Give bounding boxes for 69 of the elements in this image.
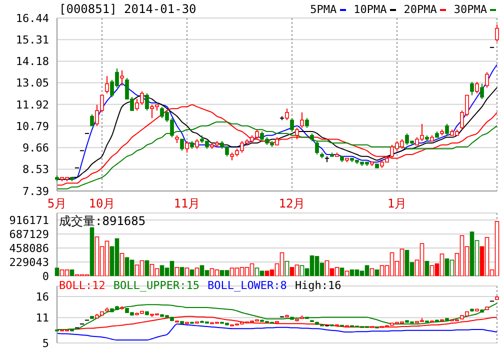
bar [144, 260, 150, 276]
candlestick [185, 140, 189, 154]
bar [180, 267, 184, 276]
y-tick-label: 458086 [9, 242, 49, 255]
annotation: High:16 [294, 279, 342, 292]
y-tick-label: 8.53 [22, 163, 49, 176]
legend-label: 20PMA [404, 3, 437, 16]
y-tick-label: 11 [36, 312, 49, 325]
candlestick [300, 112, 304, 128]
y-tick-label: 16 [36, 290, 49, 304]
bar [370, 268, 374, 276]
bar [190, 269, 194, 276]
bar [344, 270, 350, 276]
candlestick [285, 108, 289, 121]
line-series [56, 87, 498, 180]
y-tick-label: 16.44 [16, 12, 50, 25]
legend-label: 30PMA [454, 3, 487, 16]
bar [184, 268, 190, 276]
line-series [56, 104, 498, 186]
y-tick-label: 14.18 [16, 55, 49, 68]
x-tick-label: 10月 [88, 196, 116, 211]
y-tick-label: 7.39 [22, 184, 49, 198]
chart-title: [000851] 2014-01-30 [59, 2, 196, 16]
bar [374, 269, 380, 276]
line-series [56, 324, 498, 341]
candlestick [120, 70, 124, 86]
candlestick [445, 123, 449, 136]
text: BOLL_LOWER:8 [207, 279, 287, 292]
candlestick [90, 114, 94, 126]
y-tick-label: 0 [42, 270, 49, 283]
bar [194, 268, 200, 276]
bar [340, 268, 344, 276]
bar [174, 267, 180, 276]
bar [54, 268, 60, 276]
y-tick-label: 9.66 [22, 142, 49, 155]
candlestick [290, 118, 294, 132]
candlestick [470, 81, 474, 96]
candlestick [145, 92, 149, 112]
series-label: BOLL_UPPER:15 [113, 279, 200, 292]
line-series [56, 302, 498, 330]
candlestick [485, 72, 489, 88]
y-tick-label: 11.92 [16, 98, 49, 112]
candlestick [480, 83, 484, 100]
candlestick [295, 127, 299, 140]
y-tick-label: 15.31 [16, 34, 49, 47]
y-tick-label: 687129 [9, 228, 49, 241]
y-tick-label: 229043 [9, 256, 49, 269]
bar [70, 269, 74, 276]
legend-label: 5PMA [310, 3, 337, 16]
candlestick [180, 138, 184, 152]
bar [424, 260, 430, 276]
bar [120, 252, 124, 276]
candlestick [315, 140, 319, 155]
text: BOLL:12 [59, 279, 106, 292]
candlestick [475, 81, 479, 94]
candlestick [105, 76, 109, 94]
chart-title: 成交量:891685 [59, 213, 146, 230]
y-tick-label: 916171 [9, 214, 49, 227]
x-tick-label: 5月 [47, 196, 67, 211]
x-tick-label: 1月 [387, 196, 407, 211]
bar [90, 227, 94, 276]
x-tick-label: 11月 [174, 196, 200, 211]
candlestick [305, 118, 309, 128]
legend-label: 10PMA [354, 3, 387, 16]
x-tick-label: 12月 [278, 196, 306, 211]
y-tick-label: 13.05 [16, 76, 49, 90]
y-tick-label: 5 [42, 336, 49, 350]
y-tick-label: 10.79 [16, 120, 49, 133]
candlestick [195, 138, 199, 150]
